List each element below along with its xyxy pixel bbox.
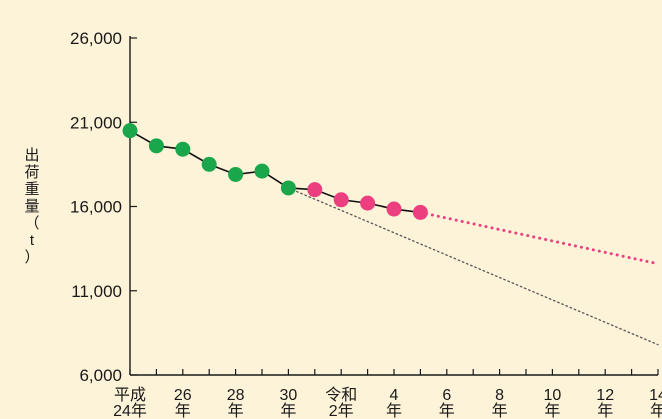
data-point bbox=[386, 201, 402, 217]
data-point bbox=[148, 138, 164, 154]
data-point bbox=[307, 182, 323, 198]
y-tick-label: 21,000 bbox=[70, 113, 122, 132]
x-tick-label-top: 令和 bbox=[325, 386, 357, 404]
y-axis-title-char: 荷 bbox=[24, 164, 39, 181]
x-tick-label-top: 平成 bbox=[114, 386, 146, 404]
trend-lines bbox=[287, 187, 660, 346]
x-tick-label-top: 26 bbox=[174, 387, 192, 404]
y-axis-title-char: 重 bbox=[24, 181, 39, 198]
x-tick-label-bottom: 24年 bbox=[113, 402, 147, 419]
y-tick-label: 11,000 bbox=[71, 282, 122, 301]
y-axis-title-char: 量 bbox=[24, 198, 39, 215]
data-point bbox=[280, 180, 296, 196]
trend-line bbox=[287, 187, 659, 346]
data-point bbox=[333, 192, 349, 208]
x-tick-label-top: 4 bbox=[390, 387, 399, 404]
x-tick-label-bottom: 年 bbox=[439, 402, 455, 419]
x-tick-label-top: 12 bbox=[596, 387, 614, 404]
x-tick-label-top: 10 bbox=[544, 387, 562, 404]
x-tick-label-top: 8 bbox=[495, 387, 504, 404]
x-tick-label-top: 6 bbox=[442, 387, 451, 404]
x-tick-label-bottom: 年 bbox=[175, 402, 191, 419]
x-tick-label-bottom: 2年 bbox=[329, 402, 354, 419]
trend-line bbox=[418, 210, 660, 266]
x-tick-label-bottom: 年 bbox=[280, 402, 296, 419]
x-tick-label-top: 30 bbox=[280, 387, 298, 404]
x-tick-label-bottom: 年 bbox=[650, 402, 662, 419]
data-point bbox=[228, 166, 244, 182]
y-tick-label: 16,000 bbox=[70, 198, 122, 217]
x-tick-label-bottom: 年 bbox=[597, 402, 613, 419]
y-axis-title-char: t bbox=[30, 232, 35, 249]
y-axis-title-char: ） bbox=[24, 249, 39, 266]
x-tick-label-bottom: 年 bbox=[544, 402, 560, 419]
y-axis-title-char: （ bbox=[24, 215, 39, 232]
y-tick-label: 26,000 bbox=[70, 29, 122, 48]
data-points bbox=[122, 123, 428, 220]
y-axis-title-char: 出 bbox=[24, 147, 39, 164]
data-point bbox=[254, 163, 270, 179]
axes: 6,00011,00016,00021,00026,000平成24年26年28年… bbox=[70, 29, 662, 419]
data-point bbox=[122, 123, 138, 139]
data-point bbox=[201, 156, 217, 172]
y-tick-label: 6,000 bbox=[79, 366, 122, 385]
data-point bbox=[360, 195, 376, 211]
x-tick-label-bottom: 年 bbox=[386, 402, 402, 419]
data-point bbox=[175, 141, 191, 157]
x-tick-label-bottom: 年 bbox=[492, 402, 508, 419]
x-tick-label-bottom: 年 bbox=[228, 402, 244, 419]
x-tick-label-top: 28 bbox=[227, 387, 245, 404]
x-tick-label-top: 14 bbox=[649, 387, 662, 404]
data-point bbox=[412, 204, 428, 220]
